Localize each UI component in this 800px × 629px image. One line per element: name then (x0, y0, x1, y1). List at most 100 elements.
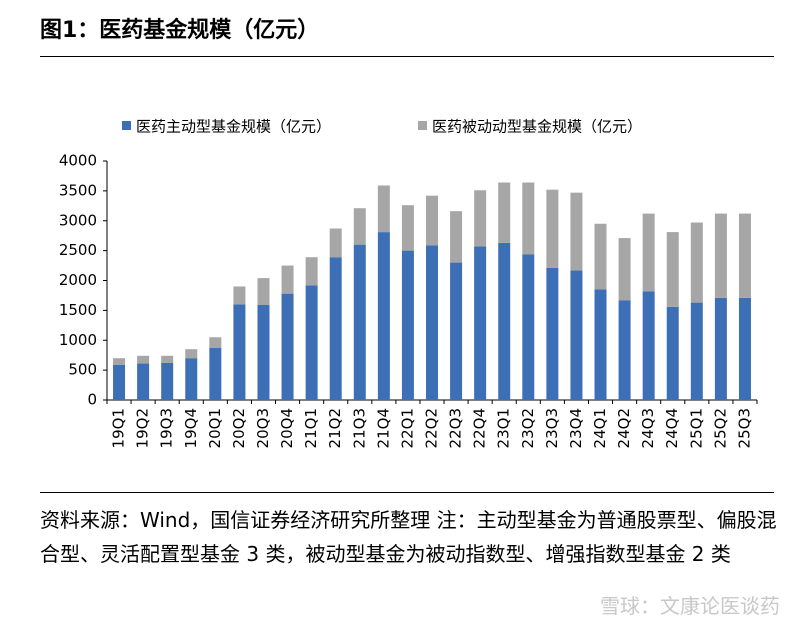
bar (738, 297, 751, 400)
bar (474, 190, 487, 247)
bar (401, 250, 414, 400)
x-tick-label: 19Q3 (158, 408, 176, 448)
bar (714, 297, 727, 400)
bar (618, 238, 631, 301)
bar (185, 358, 198, 400)
bar (329, 228, 342, 258)
bar (209, 348, 222, 400)
bar (353, 208, 366, 245)
bar (377, 232, 390, 400)
x-tick-label: 22Q3 (447, 408, 465, 448)
y-tick-label: 500 (68, 361, 97, 379)
source-note: 资料来源：Wind，国信证券经济研究所整理 注：主动型基金为普通股票型、偏股混合… (40, 508, 777, 566)
x-tick-label: 25Q3 (735, 408, 753, 448)
x-tick-label: 22Q1 (398, 408, 416, 448)
bar (498, 242, 511, 400)
bar (666, 232, 679, 307)
bar (522, 254, 535, 400)
x-tick-label: 19Q4 (182, 408, 200, 448)
watermark: 雪球：文康论医谈药 (600, 594, 780, 618)
x-tick-label: 20Q4 (278, 408, 296, 448)
bar (426, 195, 438, 246)
x-tick-label: 23Q4 (567, 408, 585, 448)
legend-label: 医药被动动型基金规模（亿元） (432, 118, 642, 136)
x-tick-label: 23Q2 (519, 408, 537, 448)
y-tick-label: 3000 (59, 211, 97, 229)
bar (666, 306, 679, 400)
x-tick-label: 19Q1 (110, 408, 128, 448)
bar (474, 246, 487, 400)
bar (329, 257, 342, 400)
bar (161, 362, 174, 400)
bar (281, 265, 294, 294)
x-tick-label: 24Q1 (591, 408, 609, 448)
x-tick-label: 22Q4 (471, 408, 489, 448)
legend-swatch (122, 121, 131, 130)
y-tick-label: 3500 (59, 181, 97, 199)
bar (137, 363, 150, 400)
bar (714, 213, 727, 298)
bar (738, 213, 751, 298)
bar (594, 223, 607, 290)
bar (281, 293, 294, 400)
bar (257, 304, 270, 400)
x-tick-label: 21Q1 (302, 408, 320, 448)
y-tick-label: 1000 (59, 331, 97, 349)
bar (401, 205, 414, 251)
bar (305, 285, 318, 400)
bar (642, 291, 655, 400)
x-tick-label: 21Q4 (374, 408, 392, 448)
y-tick-label: 1500 (59, 301, 97, 319)
bar (690, 302, 703, 400)
bar (594, 289, 607, 400)
bar (426, 245, 438, 400)
rule (40, 492, 774, 493)
bar (570, 270, 583, 400)
legend-swatch (418, 121, 427, 130)
bar (546, 267, 559, 400)
bar (161, 355, 174, 363)
x-tick-label: 20Q3 (254, 408, 272, 448)
x-tick-label: 24Q3 (639, 408, 657, 448)
bar (546, 189, 559, 268)
x-tick-label: 24Q4 (663, 408, 681, 448)
bar (257, 278, 270, 305)
x-tick-label: 21Q3 (350, 408, 368, 448)
bar (690, 222, 703, 303)
x-tick-label: 23Q3 (543, 408, 561, 448)
bar (305, 257, 318, 286)
rule (40, 56, 774, 57)
x-tick-label: 22Q2 (423, 408, 441, 448)
bar (233, 286, 246, 305)
x-tick-label: 21Q2 (326, 408, 344, 448)
x-tick-label: 20Q1 (206, 408, 224, 448)
y-tick-label: 0 (87, 391, 97, 409)
bar (498, 182, 511, 243)
bar (450, 211, 463, 263)
bar (113, 364, 126, 400)
y-tick-label: 4000 (59, 152, 97, 170)
title: 图1：医药基金规模（亿元） (40, 18, 320, 43)
chart: 0 500 1000 1500 2000 2500 3000 3500 4000 医药主动型基金规… (59, 118, 758, 448)
x-tick-label: 20Q2 (230, 408, 248, 448)
legend-label: 医药主动型基金规模（亿元） (136, 118, 331, 136)
bar (618, 300, 631, 400)
bar (450, 262, 463, 400)
bar (642, 213, 655, 292)
x-tick-label: 23Q1 (495, 408, 513, 448)
bar (377, 185, 390, 233)
bar (185, 349, 198, 359)
x-tick-label: 25Q2 (711, 408, 729, 448)
y-tick-label: 2000 (59, 271, 97, 289)
x-tick-label: 25Q1 (687, 408, 705, 448)
bar (353, 244, 366, 400)
bar (209, 337, 222, 349)
x-tick-label: 24Q2 (615, 408, 633, 448)
bar (570, 192, 583, 271)
bar (113, 358, 126, 365)
bar (137, 355, 150, 364)
bar (522, 182, 535, 255)
y-tick-label: 2500 (59, 241, 97, 259)
bar (233, 304, 246, 400)
